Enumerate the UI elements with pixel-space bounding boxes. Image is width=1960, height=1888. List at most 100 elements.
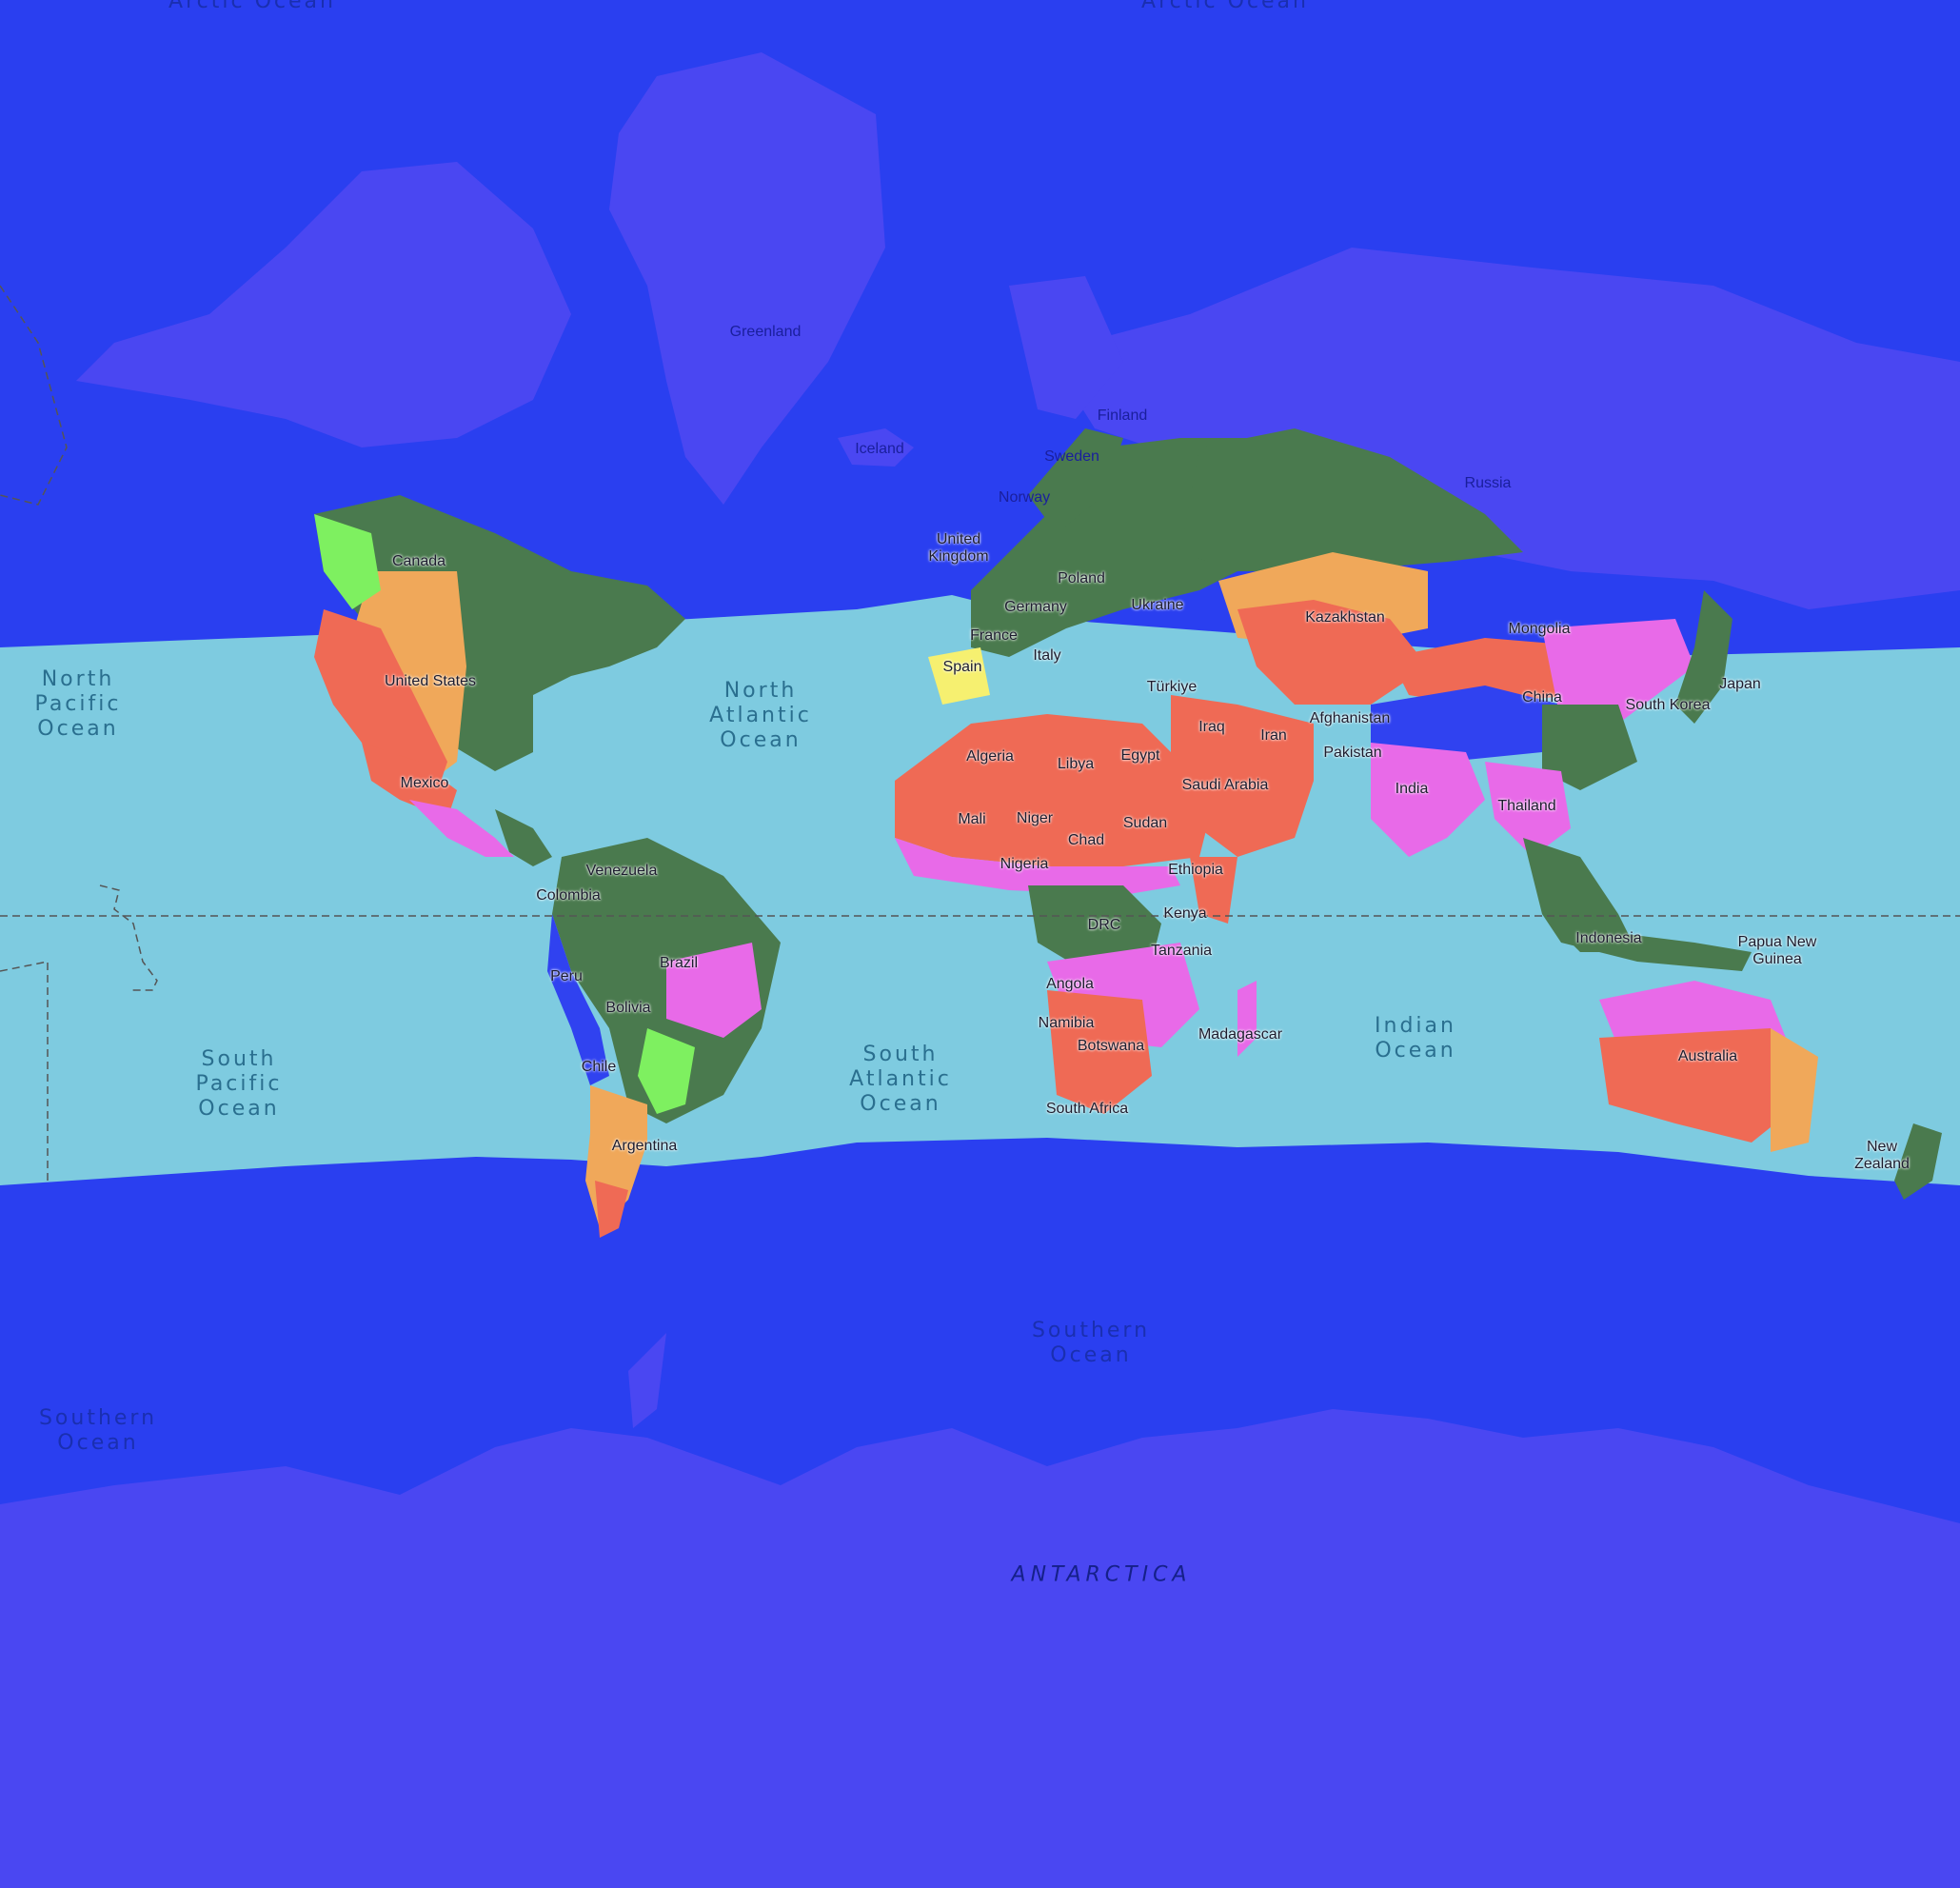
boundary-lines bbox=[0, 285, 1960, 1185]
polar-land bbox=[0, 52, 1960, 1888]
country-label-botswana[interactable]: Botswana bbox=[1077, 1038, 1145, 1054]
ocean-label-south-pacific: South Pacific Ocean bbox=[195, 1047, 283, 1121]
australia-desert bbox=[1599, 1028, 1799, 1143]
scandinavia-forest bbox=[1028, 428, 1123, 533]
country-label-thailand[interactable]: Thailand bbox=[1497, 798, 1556, 814]
country-label-angola[interactable]: Angola bbox=[1046, 976, 1094, 992]
country-label-finland[interactable]: Finland bbox=[1097, 407, 1148, 424]
country-label-poland[interactable]: Poland bbox=[1058, 570, 1105, 586]
country-label-south-korea[interactable]: South Korea bbox=[1625, 697, 1711, 713]
country-label-united-kingdom[interactable]: United Kingdom bbox=[928, 531, 989, 565]
ocean-label-southern-center: Southern Ocean bbox=[1031, 1319, 1151, 1367]
ocean-label-arctic-east: Arctic Ocean bbox=[1141, 0, 1309, 13]
country-label-australia[interactable]: Australia bbox=[1677, 1048, 1738, 1064]
ocean-label-south-atlantic: South Atlantic Ocean bbox=[849, 1043, 952, 1116]
country-label-brazil[interactable]: Brazil bbox=[659, 955, 699, 971]
mexico-desert bbox=[362, 743, 457, 819]
ocean-label-southern-west: Southern Ocean bbox=[38, 1406, 158, 1455]
country-label-ethiopia[interactable]: Ethiopia bbox=[1168, 862, 1223, 878]
china-forest bbox=[1542, 705, 1637, 790]
country-label-mongolia[interactable]: Mongolia bbox=[1508, 621, 1571, 637]
southeast-asia-savanna bbox=[1485, 762, 1571, 857]
country-label-kazakhstan[interactable]: Kazakhstan bbox=[1305, 609, 1385, 626]
ocean-label-north-pacific: North Pacific Ocean bbox=[34, 667, 122, 741]
country-label-nigeria[interactable]: Nigeria bbox=[1000, 856, 1049, 872]
country-label-kenya[interactable]: Kenya bbox=[1163, 905, 1207, 922]
brazil-savanna bbox=[666, 943, 762, 1038]
country-label-namibia[interactable]: Namibia bbox=[1038, 1015, 1095, 1031]
kalahari-desert bbox=[1047, 990, 1152, 1114]
central-africa-forest bbox=[1028, 885, 1161, 971]
australia-east-steppe bbox=[1771, 1028, 1818, 1152]
country-label-germany[interactable]: Germany bbox=[1004, 599, 1067, 615]
country-label-sudan[interactable]: Sudan bbox=[1122, 815, 1168, 831]
country-label-italy[interactable]: Italy bbox=[1033, 647, 1061, 664]
country-label-pakistan[interactable]: Pakistan bbox=[1323, 745, 1382, 761]
country-label-drc[interactable]: DRC bbox=[1087, 917, 1121, 933]
ocean-label-north-atlantic: North Atlantic Ocean bbox=[709, 679, 812, 752]
north-america-grass bbox=[314, 514, 381, 609]
china-savanna bbox=[1542, 619, 1694, 724]
country-label-colombia[interactable]: Colombia bbox=[536, 887, 601, 904]
mongolia-desert bbox=[1390, 638, 1599, 705]
continent-label-antarctica: ANTARCTICA bbox=[1011, 1562, 1192, 1587]
country-label-papua-new-guinea[interactable]: Papua New Guinea bbox=[1737, 934, 1817, 967]
central-america-forest bbox=[495, 809, 552, 866]
russia-forest bbox=[1180, 428, 1523, 571]
sahara-desert bbox=[895, 714, 1209, 866]
country-label-india[interactable]: India bbox=[1395, 781, 1429, 797]
country-label-algeria[interactable]: Algeria bbox=[966, 748, 1014, 765]
country-label-peru[interactable]: Peru bbox=[550, 968, 583, 984]
country-label-china[interactable]: China bbox=[1522, 689, 1562, 706]
indonesia-forest bbox=[1542, 914, 1752, 971]
country-label-madagascar[interactable]: Madagascar bbox=[1198, 1026, 1283, 1043]
country-label-indonesia[interactable]: Indonesia bbox=[1575, 930, 1642, 946]
country-label-iraq[interactable]: Iraq bbox=[1198, 719, 1225, 735]
country-label-japan[interactable]: Japan bbox=[1719, 676, 1761, 692]
country-label-egypt[interactable]: Egypt bbox=[1120, 747, 1160, 764]
north-america-west-desert bbox=[314, 609, 447, 790]
country-label-south-africa[interactable]: South Africa bbox=[1045, 1101, 1129, 1117]
southern-brazil-grass bbox=[638, 1028, 695, 1114]
north-america-forest bbox=[314, 495, 685, 771]
country-label-france[interactable]: France bbox=[970, 627, 1018, 644]
country-label-norway[interactable]: Norway bbox=[998, 489, 1051, 506]
country-label-russia[interactable]: Russia bbox=[1464, 475, 1512, 491]
country-label-iceland[interactable]: Iceland bbox=[855, 441, 904, 457]
central-asia-desert bbox=[1237, 600, 1428, 705]
country-label-turkiye[interactable]: Türkiye bbox=[1146, 679, 1198, 695]
japan-forest bbox=[1675, 590, 1732, 724]
country-label-canada[interactable]: Canada bbox=[391, 553, 446, 569]
country-label-saudi-arabia[interactable]: Saudi Arabia bbox=[1181, 777, 1269, 793]
madagascar-savanna bbox=[1237, 981, 1257, 1057]
iberia-dry bbox=[928, 647, 990, 705]
country-label-tanzania[interactable]: Tanzania bbox=[1150, 943, 1213, 959]
country-label-ukraine[interactable]: Ukraine bbox=[1131, 597, 1184, 613]
country-label-niger[interactable]: Niger bbox=[1016, 810, 1054, 826]
sahel-savanna bbox=[895, 838, 1180, 895]
new-zealand-forest bbox=[1894, 1123, 1942, 1200]
country-label-spain[interactable]: Spain bbox=[942, 659, 982, 675]
country-label-afghanistan[interactable]: Afghanistan bbox=[1309, 710, 1391, 726]
ocean-label-indian: Indian Ocean bbox=[1375, 1014, 1456, 1063]
country-label-sweden[interactable]: Sweden bbox=[1044, 448, 1099, 465]
ocean-label-arctic-west: Arctic Ocean bbox=[168, 0, 336, 13]
tibet-highland bbox=[1371, 686, 1561, 762]
horn-africa-desert bbox=[1190, 857, 1237, 924]
country-label-libya[interactable]: Libya bbox=[1057, 756, 1095, 772]
country-label-argentina[interactable]: Argentina bbox=[611, 1138, 678, 1154]
country-label-chad[interactable]: Chad bbox=[1067, 832, 1105, 848]
country-label-venezuela[interactable]: Venezuela bbox=[585, 863, 658, 879]
country-label-mali[interactable]: Mali bbox=[958, 811, 986, 827]
country-label-bolivia[interactable]: Bolivia bbox=[605, 1000, 651, 1016]
country-label-chile[interactable]: Chile bbox=[581, 1059, 617, 1075]
country-label-united-states[interactable]: United States bbox=[384, 673, 477, 689]
country-label-iran[interactable]: Iran bbox=[1260, 727, 1287, 744]
central-america-savanna bbox=[409, 800, 514, 857]
country-label-mexico[interactable]: Mexico bbox=[400, 775, 449, 791]
country-label-greenland[interactable]: Greenland bbox=[729, 324, 802, 340]
patagonia-desert bbox=[595, 1181, 628, 1238]
country-label-new-zealand[interactable]: New Zealand bbox=[1854, 1139, 1910, 1172]
